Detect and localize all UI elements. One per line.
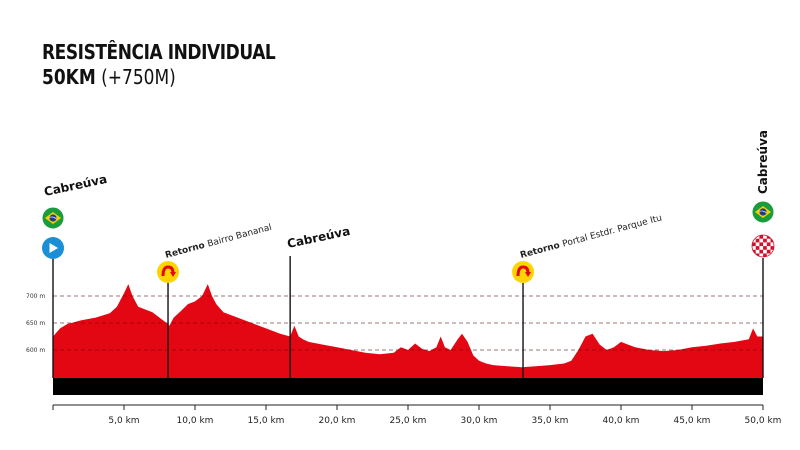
- distance-label: 50KM: [42, 65, 96, 89]
- title-block: RESISTÊNCIA INDIVIDUAL 50KM (+750M): [42, 40, 317, 90]
- axis-layer: 5,0 km 10,0 km 15,0 km 20,0 km 25,0 km 30,0 k…: [52, 378, 782, 426]
- brazil-flag-icon: [751, 200, 775, 224]
- x-tick-label: 15,0 km: [248, 416, 285, 426]
- turnaround-icon: [512, 261, 535, 283]
- flag-band: [759, 210, 767, 214]
- finish-ring: [751, 234, 775, 258]
- finish-check: [763, 253, 767, 257]
- road-bar: [53, 378, 763, 395]
- elevation-tick-label: 650 m: [26, 320, 45, 327]
- finish-check: [766, 242, 771, 247]
- start-play-icon: [42, 237, 64, 259]
- turnaround-label: Retorno Portal Estdr. Parque Itu: [519, 213, 663, 261]
- x-tick-label: 45,0 km: [674, 416, 711, 426]
- flag-band: [49, 216, 57, 220]
- finish-check: [752, 242, 756, 247]
- elevation-tick-label: 700 m: [26, 293, 45, 300]
- flag-blue-globe: [49, 214, 57, 222]
- x-tick-label: 35,0 km: [532, 416, 569, 426]
- finish-check: [763, 238, 767, 243]
- x-tick-label: 10,0 km: [177, 416, 214, 426]
- turnaround-disc: [512, 261, 535, 283]
- x-tick-label: 40,0 km: [603, 416, 640, 426]
- finish-check: [759, 235, 764, 239]
- finish-location-label: Cabreúva: [756, 130, 770, 194]
- flag-blue-globe: [759, 208, 767, 216]
- elevation-tick-label: 600 m: [26, 347, 45, 354]
- turnaround-label-bold: Retorno: [519, 240, 564, 261]
- turnaround-arrowhead: [170, 272, 177, 277]
- finish-check: [755, 238, 760, 243]
- x-tick-label: 30,0 km: [461, 416, 498, 426]
- page-subtitle: 50KM (+750M): [42, 64, 275, 90]
- turnaround-label-place: Portal Estdr. Parque Itu: [561, 213, 663, 249]
- finish-check: [755, 246, 760, 250]
- turnaround-arrow: [516, 265, 530, 277]
- town-location-label: Cabreúva: [286, 224, 352, 251]
- brazil-flag-icon: [41, 206, 65, 230]
- finish-check: [759, 249, 764, 254]
- turnaround-label-bold: Retorno: [164, 240, 209, 261]
- turnaround-icon: [157, 261, 180, 283]
- x-tick-label: 20,0 km: [319, 416, 356, 426]
- x-tick-label: 50,0 km: [745, 416, 782, 426]
- x-tick-label: 25,0 km: [390, 416, 427, 426]
- finish-check: [770, 246, 774, 250]
- turnaround-label-place: Bairro Bananal: [206, 223, 273, 250]
- x-tick-label: 5,0 km: [108, 416, 139, 426]
- elevation-area: [53, 284, 763, 378]
- turnaround-disc: [157, 261, 180, 283]
- turnaround-label: Retorno Bairro Bananal: [164, 223, 273, 261]
- elevation-gain-label: (+750M): [101, 65, 176, 89]
- start-location-label: Cabreúva: [43, 172, 109, 199]
- page-title: RESISTÊNCIA INDIVIDUAL: [42, 40, 276, 64]
- start-triangle: [49, 243, 58, 253]
- area-layer: [53, 284, 763, 378]
- gridline-overlay: [53, 295, 763, 351]
- turnaround-arrowhead: [525, 272, 532, 277]
- finish-check: [759, 242, 764, 247]
- finish-check: [763, 246, 767, 250]
- finish-checkered-icon: [751, 234, 775, 258]
- finish-check: [766, 249, 771, 254]
- turnaround-arrow: [161, 265, 175, 277]
